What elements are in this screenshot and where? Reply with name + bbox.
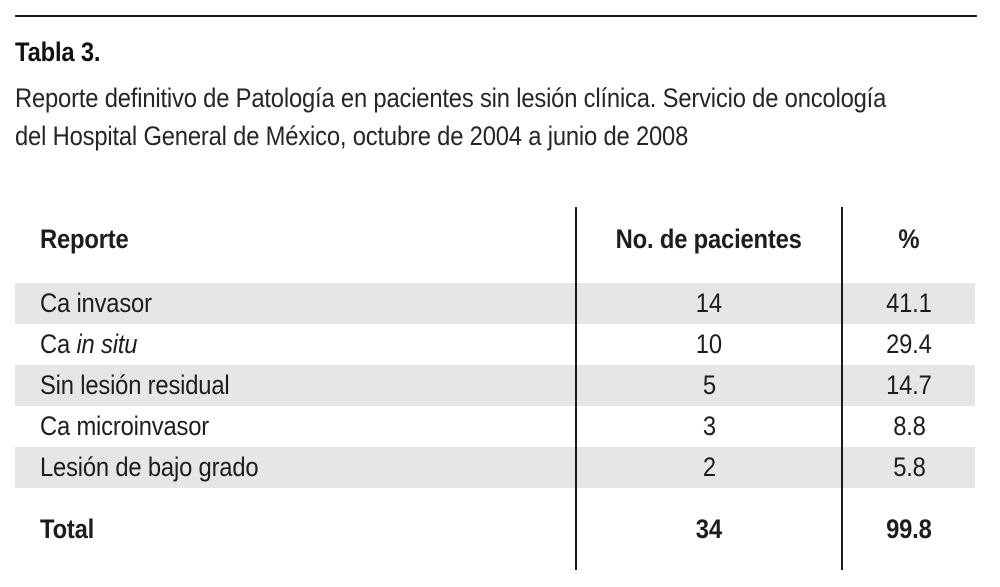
row-label-italic: in situ <box>76 329 138 359</box>
cell-percent: 29.4 <box>886 329 932 359</box>
table-number-label: Tabla 3. <box>15 38 112 66</box>
cell-patients: 2 <box>575 447 843 488</box>
data-table: Reporte No. de pacientes % Ca invasor 14… <box>15 207 975 570</box>
cell-patients: 3 <box>575 406 843 447</box>
total-label: Total <box>40 513 95 544</box>
cell-percent: 41.1 <box>886 288 932 318</box>
cell-patients: 5 <box>575 365 843 406</box>
cell-report: Lesión de bajo grado <box>15 447 575 488</box>
row-label: Lesión de bajo grado <box>40 452 259 482</box>
cell-report: Ca invasor <box>15 283 575 324</box>
caption-line-2: del Hospital General de México, octubre … <box>15 121 689 151</box>
table-row: Lesión de bajo grado 2 5.8 <box>15 447 975 488</box>
header-cell-pacientes: No. de pacientes <box>575 207 843 283</box>
total-percent: 99.8 <box>886 513 932 544</box>
cell-percent: 5.8 <box>892 452 926 482</box>
table-row: Ca invasor 14 41.1 <box>15 283 975 324</box>
table-caption: Reporte definitivo de Patología en pacie… <box>15 79 1000 155</box>
cell-patients: 10 <box>575 324 843 365</box>
header-percent-text: % <box>898 223 920 254</box>
total-label-cell: Total <box>15 488 575 570</box>
cell-report: Ca microinvasor <box>15 406 575 447</box>
caption-line-1: Reporte definitivo de Patología en pacie… <box>15 83 887 113</box>
row-label: Ca <box>40 329 77 359</box>
row-label: Ca microinvasor <box>40 411 210 441</box>
total-percent-cell: 99.8 <box>843 488 975 570</box>
cell-patients: 14 <box>575 283 843 324</box>
table-header-row: Reporte No. de pacientes % <box>15 207 975 283</box>
total-patients: 34 <box>695 513 723 544</box>
cell-report: Sin lesión residual <box>15 365 575 406</box>
cell-percent: 8.8 <box>892 411 926 441</box>
table-row: Ca microinvasor 3 8.8 <box>15 406 975 447</box>
row-label: Ca invasor <box>40 288 152 318</box>
total-patients-cell: 34 <box>575 488 843 570</box>
cell-report: Ca in situ <box>15 324 575 365</box>
table-row: Sin lesión residual 5 14.7 <box>15 365 975 406</box>
table-number-text: Tabla 3. <box>15 37 101 67</box>
header-cell-percent: % <box>843 207 975 283</box>
table-row: Ca in situ 10 29.4 <box>15 324 975 365</box>
cell-percent: 14.7 <box>886 370 932 400</box>
header-reporte-text: Reporte <box>40 223 129 254</box>
header-cell-reporte: Reporte <box>15 207 575 283</box>
header-pacientes-text: No. de pacientes <box>615 223 803 254</box>
table-total-row: Total 34 99.8 <box>15 488 975 570</box>
row-label: Sin lesión residual <box>40 370 230 400</box>
top-divider-rule <box>15 15 977 17</box>
